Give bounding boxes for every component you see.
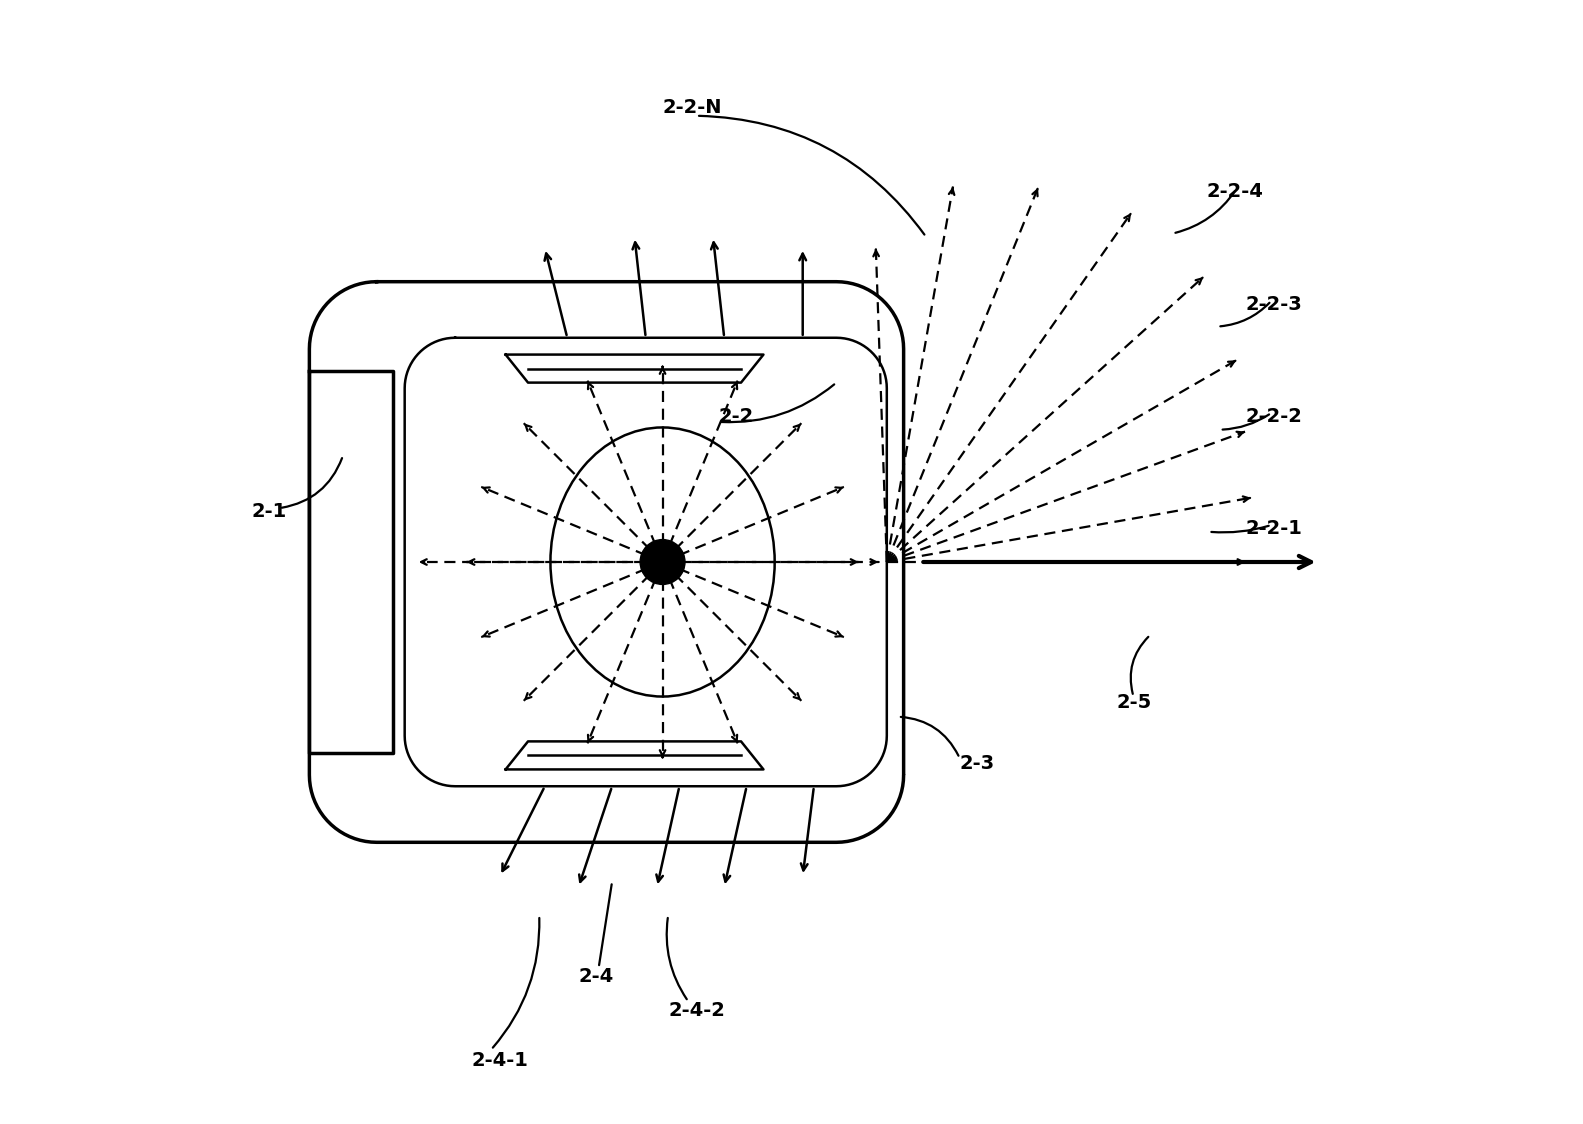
Text: 2-5: 2-5 xyxy=(1116,692,1152,711)
Text: 2-2-N: 2-2-N xyxy=(663,99,722,117)
Text: 2-1: 2-1 xyxy=(252,502,287,522)
Text: 2-4-1: 2-4-1 xyxy=(472,1051,529,1070)
Text: 2-3: 2-3 xyxy=(959,754,994,773)
Circle shape xyxy=(640,540,685,584)
Text: 2-4-2: 2-4-2 xyxy=(668,1001,725,1019)
Text: 2-2-3: 2-2-3 xyxy=(1246,294,1303,314)
Text: 2-2: 2-2 xyxy=(719,407,754,426)
Text: 2-2-1: 2-2-1 xyxy=(1246,519,1303,538)
Text: 2-2-2: 2-2-2 xyxy=(1246,407,1303,426)
Text: 2-4: 2-4 xyxy=(578,968,614,987)
Text: 2-2-4: 2-2-4 xyxy=(1206,182,1263,201)
